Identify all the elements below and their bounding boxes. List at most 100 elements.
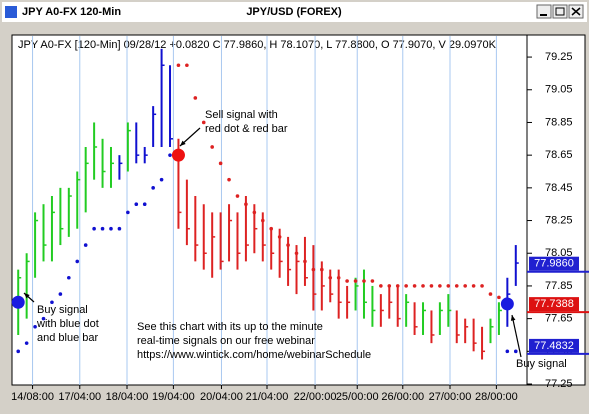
sar-dot: [370, 279, 375, 283]
sar-dot: [463, 284, 467, 288]
sar-dot: [201, 120, 206, 125]
y-tick-label: 78.25: [545, 214, 573, 226]
plot-area: [11, 34, 528, 386]
sar-dot: [421, 284, 425, 288]
x-tick-label: 25/00:00: [336, 391, 379, 403]
sar-dot: [117, 226, 122, 231]
arrow-head: [24, 293, 30, 299]
sar-dot: [328, 275, 333, 280]
y-tick-label: 77.85: [545, 280, 573, 292]
sar-dot: [404, 284, 408, 288]
annotation: real-time signals on our free webinar: [137, 335, 315, 347]
signal-marker: [500, 297, 514, 311]
sar-dot: [320, 267, 324, 272]
sar-dot: [75, 259, 80, 264]
sar-dot: [134, 202, 139, 206]
sar-dot: [395, 284, 400, 288]
sar-dot: [193, 96, 198, 100]
x-tick-label: 26/00:00: [381, 391, 424, 403]
y-tick-label: 79.25: [545, 51, 573, 63]
price-label: 77.7388: [534, 298, 574, 310]
chart-title: JPY/USD (FOREX): [246, 6, 342, 18]
y-tick-label: 78.65: [545, 149, 573, 161]
close-icon: [571, 7, 581, 16]
annotation: See this chart with its up to the minute: [137, 321, 323, 333]
y-tick-label: 79.05: [545, 84, 573, 96]
window-buttons[interactable]: [536, 4, 584, 19]
price-label: 77.9860: [534, 258, 574, 270]
annotation: Buy signal: [516, 358, 567, 370]
sar-dot: [159, 177, 164, 182]
sar-dot: [412, 284, 417, 288]
y-tick-label: 77.25: [545, 378, 573, 390]
y-tick-label: 77.65: [545, 313, 573, 325]
sar-dot: [58, 292, 63, 296]
sar-dot: [50, 300, 54, 305]
sar-dot: [100, 226, 105, 231]
sar-dot: [438, 284, 442, 288]
x-tick-label: 17/04:00: [58, 391, 101, 403]
app-icon: [5, 6, 17, 18]
signal-marker: [11, 295, 25, 309]
annotation: https://www.wintick.com/home/webinarSche…: [137, 349, 371, 361]
price-label-box: [529, 297, 579, 312]
x-tick-label: 27/00:00: [429, 391, 472, 403]
maximize-button[interactable]: [552, 4, 568, 19]
annotation: Buy signal: [37, 304, 88, 316]
sar-dot: [480, 284, 484, 288]
sar-dot: [41, 316, 46, 321]
annotation: and blue bar: [37, 332, 98, 344]
sar-dot: [168, 153, 172, 157]
sar-dot: [244, 202, 248, 206]
x-tick-label: 19/04:00: [152, 391, 195, 403]
y-tick-label: 78.85: [545, 116, 573, 128]
sar-dot: [227, 177, 231, 182]
sar-dot: [286, 243, 290, 247]
window-title: JPY A0-FX 120-Min: [22, 6, 121, 18]
quote-header: JPY A0-FX [120-Min] 09/28/12 +0.0820 C 7…: [18, 39, 497, 51]
sar-dot: [176, 63, 181, 68]
sar-dot: [83, 243, 88, 247]
x-tick-label: 21/04:00: [246, 391, 289, 403]
minimize-button[interactable]: [536, 4, 552, 19]
x-tick-label: 18/04:00: [106, 391, 149, 403]
sar-dot: [260, 218, 265, 223]
sar-dot: [513, 349, 518, 354]
sar-dot: [269, 226, 274, 231]
sar-dot: [505, 349, 510, 354]
sar-dot: [185, 63, 189, 68]
sar-dot: [345, 279, 349, 283]
sar-dot: [446, 284, 451, 288]
arrow-head: [510, 315, 516, 321]
sar-dot: [277, 235, 282, 239]
sar-dot: [336, 275, 341, 280]
sar-dot: [303, 259, 307, 264]
sar-dot: [471, 284, 476, 288]
sar-dot: [379, 284, 383, 288]
sar-dot: [362, 279, 366, 283]
price-label-box: [529, 256, 579, 271]
sar-dot: [142, 202, 147, 206]
sar-dot: [24, 341, 29, 345]
sar-dot: [16, 349, 21, 354]
x-tick-label: 28/00:00: [475, 391, 518, 403]
x-tick-label: 14/08:00: [11, 391, 54, 403]
sar-dot: [151, 186, 155, 190]
price-label: 77.4832: [534, 340, 574, 352]
sar-dot: [218, 161, 223, 166]
sar-dot: [497, 295, 501, 300]
y-tick-label: 78.05: [545, 247, 573, 259]
annotation: Sell signal with: [205, 109, 278, 121]
annotation: with blue dot: [36, 318, 99, 330]
annotation-arrow: [511, 314, 522, 358]
annotation: red dot & red bar: [205, 123, 288, 135]
sar-dot: [109, 226, 113, 231]
sar-dot: [210, 145, 214, 149]
x-tick-label: 22/00:00: [294, 391, 337, 403]
signal-marker: [171, 148, 185, 162]
maximize-icon: [555, 7, 565, 16]
sar-dot: [33, 325, 37, 329]
arrow-head: [180, 140, 186, 146]
